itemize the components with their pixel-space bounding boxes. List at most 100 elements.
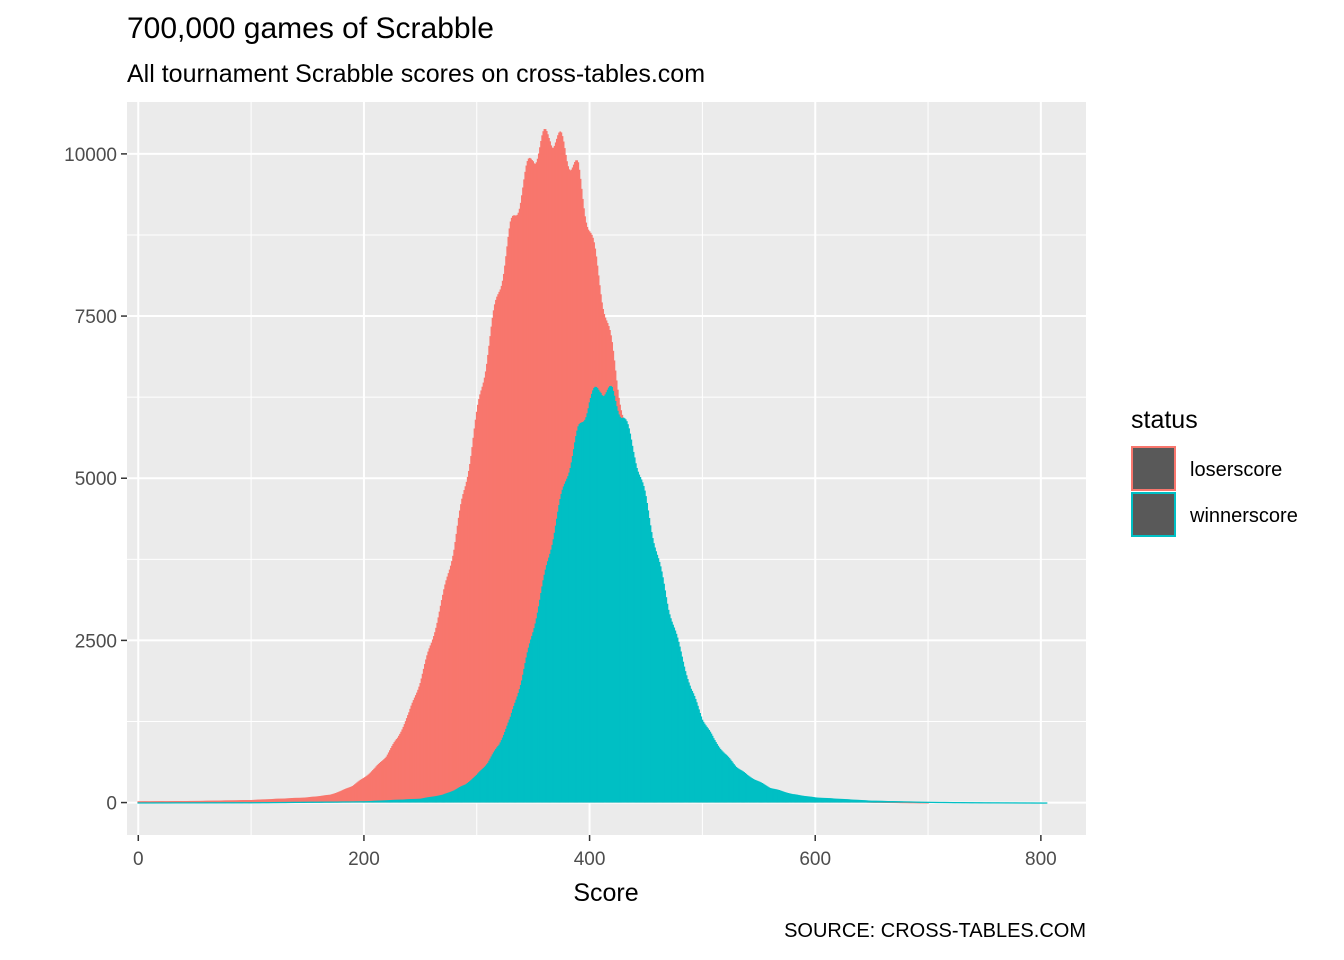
winnerscore-bar (493, 750, 496, 803)
winnerscore-bar (304, 801, 307, 803)
winnerscore-bar (356, 801, 359, 803)
winnerscore-bar (354, 801, 356, 803)
winnerscore-bar (947, 801, 950, 804)
winnerscore-bar (358, 801, 361, 803)
winnerscore-bar (287, 801, 290, 804)
winnerscore-bar (1034, 802, 1037, 804)
loserscore-bar (298, 797, 301, 803)
winnerscore-bar (607, 387, 610, 803)
winnerscore-bar (984, 802, 987, 804)
winnerscore-bar (673, 627, 676, 803)
winnerscore-bar (331, 801, 334, 803)
winnerscore-bar (605, 392, 608, 803)
winnerscore-bar (426, 797, 428, 803)
winnerscore-bar (458, 787, 461, 803)
loserscore-bar (218, 800, 221, 803)
winnerscore-bar (431, 796, 434, 803)
winnerscore-bar (632, 451, 635, 803)
winnerscore-bar (152, 802, 154, 804)
winnerscore-bar (823, 797, 826, 803)
winnerscore-bar (898, 801, 901, 803)
winnerscore-bar (187, 802, 189, 804)
loserscore-bar (338, 791, 340, 803)
loserscore-bar (487, 354, 489, 803)
winnerscore-bar (164, 802, 167, 804)
winnerscore-bar (932, 801, 935, 804)
winnerscore-bar (804, 796, 806, 803)
winnerscore-bar (403, 799, 406, 803)
winnerscore-bar (329, 801, 331, 803)
loserscore-bar (244, 800, 247, 803)
winnerscore-bar (555, 518, 558, 803)
winnerscore-bar (272, 801, 275, 804)
winnerscore-bar (165, 802, 168, 804)
winnerscore-bar (357, 801, 360, 803)
loserscore-bar (562, 141, 565, 803)
winnerscore-bar (756, 780, 759, 803)
winnerscore-bar (420, 798, 423, 803)
loserscore-bar (217, 800, 220, 803)
winnerscore-bar (683, 666, 686, 803)
winnerscore-bar (651, 538, 654, 803)
winnerscore-bar (532, 632, 535, 803)
winnerscore-bar (323, 801, 326, 803)
winnerscore-bar (477, 773, 479, 803)
loserscore-bar (563, 148, 566, 803)
chart-subtitle: All tournament Scrabble scores on cross-… (127, 60, 706, 88)
winnerscore-bar (892, 801, 894, 803)
loserscore-bar (341, 790, 344, 803)
loserscore-bar (223, 800, 225, 803)
winnerscore-bar (334, 801, 337, 803)
winnerscore-bar (288, 801, 291, 804)
winnerscore-bar (668, 614, 671, 803)
loserscore-bar (447, 573, 450, 803)
winnerscore-bar (166, 802, 169, 804)
winnerscore-bar (463, 784, 466, 803)
loserscore-bar (201, 800, 204, 803)
winnerscore-bar (751, 778, 753, 803)
winnerscore-bar (413, 798, 416, 803)
winnerscore-bar (290, 801, 293, 804)
winnerscore-bar (1025, 802, 1028, 804)
winnerscore-bar (147, 802, 150, 804)
winnerscore-bar (549, 553, 551, 803)
loserscore-bar (507, 236, 510, 803)
loserscore-bar (543, 129, 546, 803)
winnerscore-bar (883, 800, 885, 803)
loserscore-bar (466, 476, 469, 803)
winnerscore-bar (886, 800, 889, 803)
winnerscore-bar (914, 801, 917, 803)
winnerscore-bar (691, 690, 694, 803)
loserscore-bar (263, 799, 266, 803)
loserscore-bar (249, 800, 251, 803)
loserscore-bar (457, 517, 460, 803)
x-axis-title: Score (573, 879, 638, 907)
winnerscore-bar (662, 577, 664, 803)
winnerscore-bar (595, 386, 598, 803)
winnerscore-bar (967, 802, 970, 804)
winnerscore-bar (307, 801, 310, 803)
loserscore-bar (546, 134, 549, 803)
winnerscore-bar (1011, 802, 1014, 804)
winnerscore-bar (1040, 802, 1042, 804)
winnerscore-bar (523, 668, 525, 803)
winnerscore-bar (877, 800, 880, 803)
winnerscore-bar (937, 801, 940, 804)
winnerscore-bar (975, 802, 978, 804)
loserscore-bar (308, 797, 311, 803)
loserscore-bar (375, 766, 378, 803)
loserscore-bar (163, 801, 166, 803)
winnerscore-bar (944, 801, 946, 804)
winnerscore-bar (880, 800, 883, 803)
loserscore-bar (429, 645, 432, 803)
winnerscore-bar (757, 781, 760, 803)
winnerscore-bar (332, 801, 335, 803)
winnerscore-bar (339, 801, 342, 803)
winnerscore-bar (542, 580, 545, 803)
winnerscore-bar (1003, 802, 1006, 804)
winnerscore-bar (258, 802, 260, 804)
winnerscore-bar (915, 801, 918, 803)
loserscore-bar (266, 799, 268, 803)
winnerscore-bar (834, 798, 837, 803)
winnerscore-bar (794, 794, 796, 803)
